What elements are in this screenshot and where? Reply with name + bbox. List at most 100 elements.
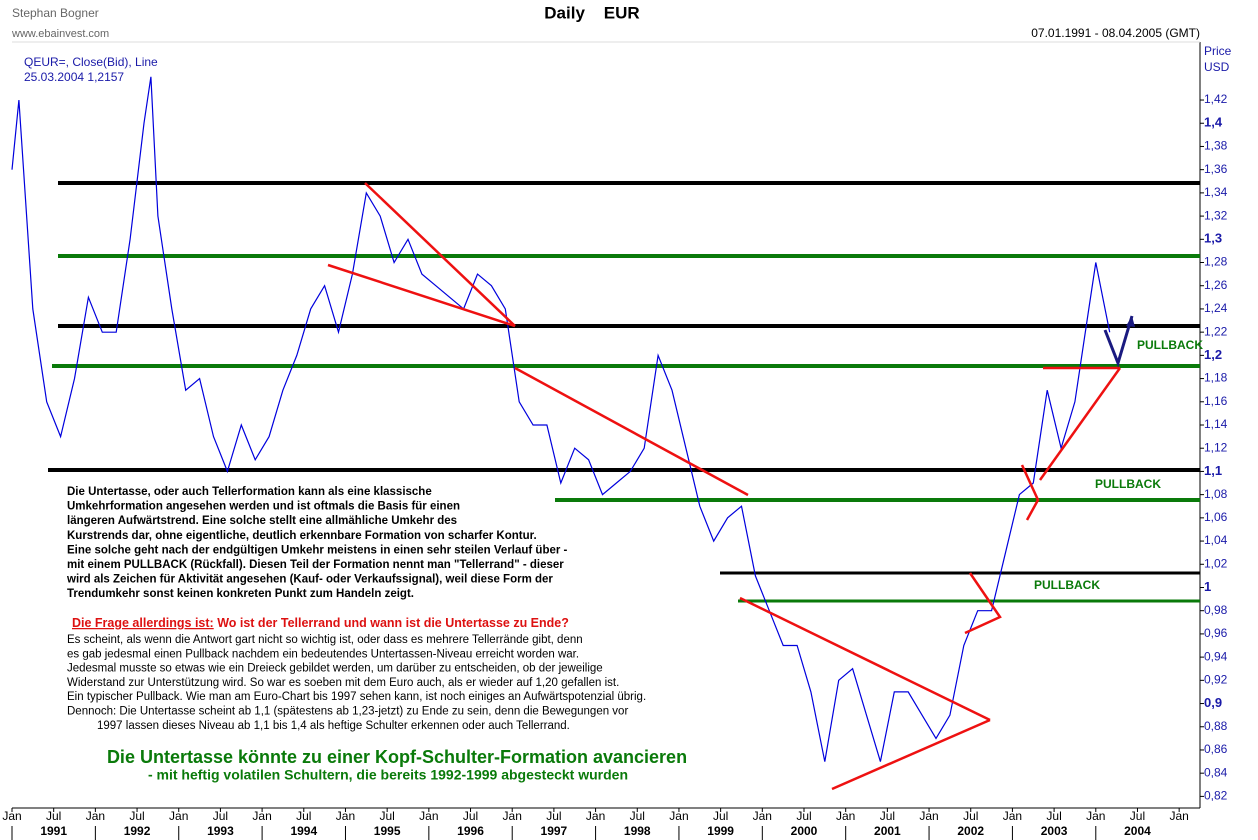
paragraph-line: Es scheint, als wenn die Antwort gart ni… bbox=[67, 634, 583, 646]
pullback-label: PULLBACK bbox=[1034, 578, 1100, 592]
y-tick-label: 0,86 bbox=[1204, 742, 1228, 756]
trendline bbox=[514, 366, 749, 497]
paragraph-line: 1997 lassen dieses Niveau ab 1,1 bis 1,4… bbox=[97, 720, 570, 732]
y-tick-label: 1,38 bbox=[1204, 139, 1228, 153]
y-tick-label: 1,36 bbox=[1204, 162, 1228, 176]
year-label: 2001 bbox=[874, 824, 901, 838]
trendline bbox=[964, 572, 1002, 635]
x-tick-label: Jan bbox=[753, 809, 772, 823]
y-tick-label: 0,84 bbox=[1204, 765, 1228, 779]
paragraph: Es scheint, als wenn die Antwort gart ni… bbox=[67, 634, 646, 732]
y-tick-label: 0,94 bbox=[1204, 649, 1228, 663]
x-tick-label: Jan bbox=[1086, 809, 1105, 823]
year-label: 1999 bbox=[707, 824, 734, 838]
year-label: 1998 bbox=[624, 824, 651, 838]
trendline bbox=[364, 182, 516, 327]
year-label: 1992 bbox=[124, 824, 151, 838]
x-tick-label: Jan bbox=[586, 809, 605, 823]
y-tick-label: 1,14 bbox=[1204, 417, 1228, 431]
y-tick-label: 1,12 bbox=[1204, 440, 1228, 454]
x-tick-label: Jul bbox=[379, 809, 394, 823]
x-tick-label: Jul bbox=[546, 809, 561, 823]
x-tick-label: Jul bbox=[880, 809, 895, 823]
y-tick-label: 1,2 bbox=[1204, 347, 1222, 362]
y-tick-label: 0,88 bbox=[1204, 719, 1228, 733]
y-tick-label: 1,02 bbox=[1204, 556, 1228, 570]
y-tick-label: 1,18 bbox=[1204, 371, 1228, 385]
paragraph-line: Ein typischer Pullback. Wie man am Euro-… bbox=[67, 691, 646, 703]
year-label: 2000 bbox=[791, 824, 818, 838]
last-value: 25.03.2004 1,2157 bbox=[24, 70, 124, 84]
y-tick-label: 0,82 bbox=[1204, 789, 1228, 803]
y-tick-label: 0,9 bbox=[1204, 695, 1222, 710]
x-tick-label: Jul bbox=[796, 809, 811, 823]
author: Stephan Bogner bbox=[12, 6, 99, 20]
year-label: 1991 bbox=[40, 824, 67, 838]
y-tick-label: 1,42 bbox=[1204, 92, 1228, 106]
paragraph-line: Eine solche geht nach der endgültigen Um… bbox=[67, 544, 568, 556]
year-label: 1996 bbox=[457, 824, 484, 838]
y-tick-label: 1,06 bbox=[1204, 510, 1228, 524]
question-text: Wo ist der Tellerrand und wann ist die U… bbox=[214, 616, 569, 630]
paragraph-line: Widerstand zur Unterstützung wird. So wa… bbox=[67, 677, 619, 689]
x-tick-label: Jan bbox=[252, 809, 271, 823]
site: www.ebainvest.com bbox=[11, 28, 109, 40]
x-tick-label: Jan bbox=[419, 809, 438, 823]
chart-title: Daily EUR bbox=[544, 3, 639, 22]
paragraph-line: Trendumkehr sonst keinen konkreten Punkt… bbox=[67, 588, 414, 600]
x-tick-label: Jul bbox=[1130, 809, 1145, 823]
x-tick-label: Jan bbox=[169, 809, 188, 823]
paragraph-line: Jedesmal musste so etwas wie ein Dreieck… bbox=[67, 663, 603, 675]
x-tick-label: Jan bbox=[669, 809, 688, 823]
x-tick-label: Jan bbox=[919, 809, 938, 823]
x-tick-label: Jul bbox=[463, 809, 478, 823]
paragraph-line: Die Untertasse, oder auch Tellerformatio… bbox=[67, 486, 432, 498]
instrument: QEUR=, Close(Bid), Line bbox=[24, 55, 158, 69]
year-label: 2004 bbox=[1124, 824, 1151, 838]
x-tick-label: Jan bbox=[1003, 809, 1022, 823]
x-tick-label: Jan bbox=[836, 809, 855, 823]
axis-title: Price bbox=[1204, 44, 1232, 58]
trendlines bbox=[327, 182, 1122, 791]
year-label: 1994 bbox=[290, 824, 317, 838]
date-range: 07.01.1991 - 08.04.2005 (GMT) bbox=[1031, 26, 1200, 40]
year-label: 1997 bbox=[541, 824, 568, 838]
paragraph-line: Kurstrends dar, ohne eigentliche, deutli… bbox=[67, 530, 537, 542]
x-tick-label: Jan bbox=[86, 809, 105, 823]
x-tick-label: Jan bbox=[503, 809, 522, 823]
paragraph-line: Umkehrformation angesehen werden und ist… bbox=[67, 501, 460, 513]
y-tick-label: 1,16 bbox=[1204, 394, 1228, 408]
x-tick-label: Jul bbox=[1046, 809, 1061, 823]
trendline bbox=[831, 718, 991, 791]
subheadline: - mit heftig volatilen Schultern, die be… bbox=[148, 767, 628, 783]
y-tick-label: 1 bbox=[1204, 579, 1211, 594]
y-tick-label: 0,96 bbox=[1204, 626, 1228, 640]
trendline bbox=[1038, 367, 1122, 481]
levels bbox=[48, 181, 1200, 603]
y-tick-label: 1,26 bbox=[1204, 278, 1228, 292]
pullback-label: PULLBACK bbox=[1137, 338, 1203, 352]
x-tick-label: Jul bbox=[296, 809, 311, 823]
x-tick-label: Jul bbox=[46, 809, 61, 823]
trendline bbox=[1020, 464, 1040, 521]
year-label: 1993 bbox=[207, 824, 234, 838]
arrow-head bbox=[1126, 316, 1135, 327]
trendline bbox=[327, 263, 516, 328]
paragraph-line: mit einem PULLBACK (Rückfall). Diesen Te… bbox=[67, 559, 564, 571]
y-tick-label: 1,32 bbox=[1204, 208, 1228, 222]
y-tick-label: 1,22 bbox=[1204, 324, 1228, 338]
arrow bbox=[1103, 315, 1134, 368]
x-tick-label: Jul bbox=[630, 809, 645, 823]
paragraph-line: Dennoch: Die Untertasse scheint ab 1,1 (… bbox=[67, 706, 628, 718]
y-tick-label: 1,1 bbox=[1204, 463, 1222, 478]
y-tick-label: 1,28 bbox=[1204, 255, 1228, 269]
y-tick-label: 0,92 bbox=[1204, 673, 1228, 687]
paragraph-line: es gab jedesmal einen Pullback nachdem e… bbox=[67, 648, 579, 660]
paragraph-line: längeren Aufwärtstrend. Eine solche stel… bbox=[67, 515, 457, 527]
y-tick-label: 1,34 bbox=[1204, 185, 1228, 199]
question-lead: Die Frage allerdings ist: bbox=[72, 616, 214, 630]
headline: Die Untertasse könnte zu einer Kopf-Schu… bbox=[107, 747, 687, 767]
x-tick-label: Jul bbox=[129, 809, 144, 823]
price-line bbox=[11, 76, 1111, 762]
